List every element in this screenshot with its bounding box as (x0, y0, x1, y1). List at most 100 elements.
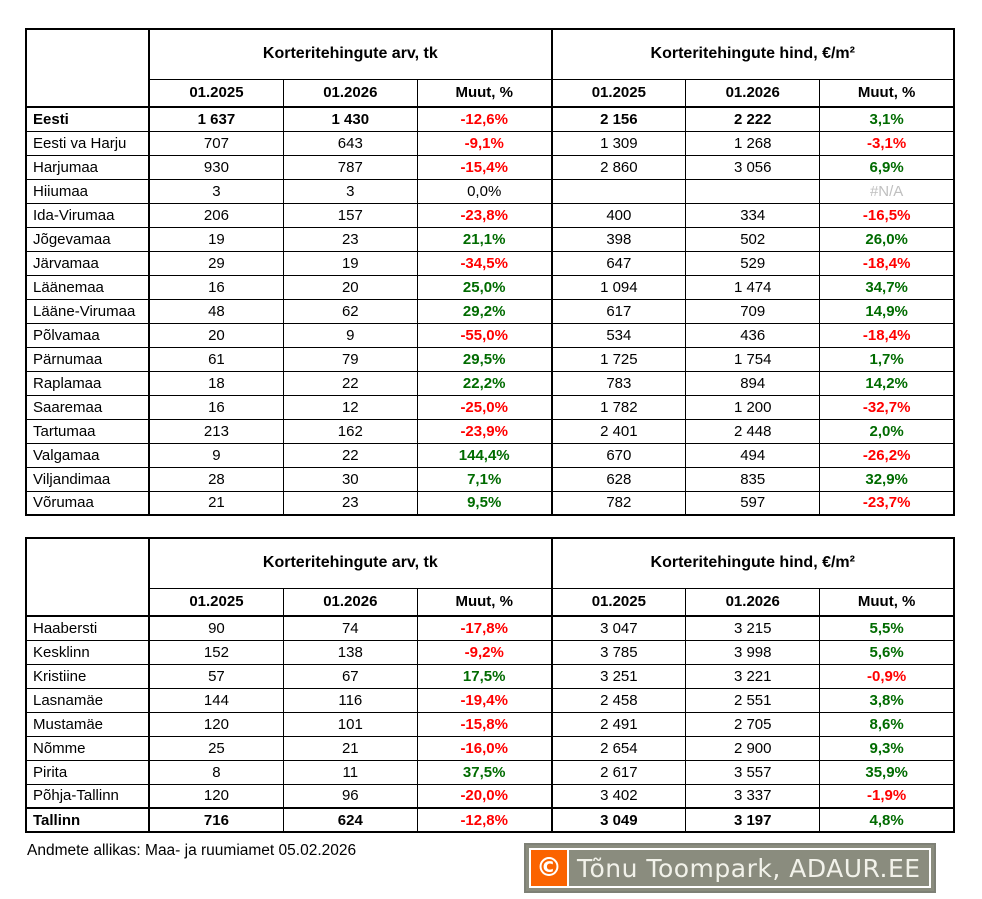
row-label: Lasnamäe (25, 687, 151, 713)
change-cell: 0,0% (416, 178, 553, 204)
change-cell: 35,9% (819, 759, 955, 785)
change-cell: 17,5% (416, 663, 553, 689)
column-header: 01.2026 (685, 78, 821, 108)
row-label: Põlvamaa (25, 322, 151, 348)
row-label: Haabersti (25, 615, 151, 641)
value-cell: 3 049 (550, 807, 687, 833)
change-cell: -23,9% (416, 418, 553, 444)
column-header: Muut, % (819, 78, 955, 108)
change-cell: 5,5% (819, 615, 955, 641)
value-cell: 3 047 (550, 615, 687, 641)
row-label: Pirita (25, 759, 151, 785)
change-cell: -25,0% (416, 394, 553, 420)
value-cell (685, 178, 821, 204)
change-cell: 3,1% (819, 106, 955, 132)
value-cell: 2 448 (685, 418, 821, 444)
value-cell: 120 (148, 711, 284, 737)
change-cell: -17,8% (416, 615, 553, 641)
value-cell: 21 (148, 490, 284, 516)
row-label: Valgamaa (25, 442, 151, 468)
value-cell: 138 (282, 639, 418, 665)
value-cell: 716 (148, 807, 284, 833)
table-row: Mustamäe 120 101 -15,8% 2 491 2 705 8,6% (25, 711, 955, 737)
value-cell: 29 (148, 250, 284, 276)
table-row: Järvamaa 29 19 -34,5% 647 529 -18,4% (25, 250, 955, 276)
value-cell: 2 705 (685, 711, 821, 737)
row-label: Tartumaa (25, 418, 151, 444)
value-cell: 3 056 (685, 154, 821, 180)
value-cell: 617 (550, 298, 687, 324)
value-cell: 436 (685, 322, 821, 348)
value-cell: 90 (148, 615, 284, 641)
table-row: Lääne-Virumaa 48 62 29,2% 617 709 14,9% (25, 298, 955, 324)
table-row: Pirita 8 11 37,5% 2 617 3 557 35,9% (25, 759, 955, 785)
value-cell: 1 309 (550, 130, 687, 156)
change-cell: -32,7% (819, 394, 955, 420)
row-label: Eesti va Harju (25, 130, 151, 156)
change-cell: -16,0% (416, 735, 553, 761)
value-cell: 1 200 (685, 394, 821, 420)
change-cell: -12,8% (416, 807, 553, 833)
value-cell: 152 (148, 639, 284, 665)
row-label: Saaremaa (25, 394, 151, 420)
value-cell: 529 (685, 250, 821, 276)
logo-text: Tõnu Toompark, ADAUR.EE (569, 848, 931, 888)
table-row: Eesti va Harju 707 643 -9,1% 1 309 1 268 -3,1% (25, 130, 955, 156)
value-cell: 144 (148, 687, 284, 713)
source-note: Andmete allikas: Maa- ja ruumiamet 05.02… (27, 842, 357, 859)
change-cell: -15,8% (416, 711, 553, 737)
change-cell: 37,5% (416, 759, 553, 785)
value-cell: 2 900 (685, 735, 821, 761)
table-row: Võrumaa 21 23 9,5% 782 597 -23,7% (25, 490, 955, 516)
value-cell: 2 491 (550, 711, 687, 737)
value-cell: 787 (282, 154, 418, 180)
value-cell: 334 (685, 202, 821, 228)
change-cell: 14,2% (819, 370, 955, 396)
value-cell: 782 (550, 490, 687, 516)
value-cell: 22 (282, 442, 418, 468)
value-cell: 2 401 (550, 418, 687, 444)
change-cell: -3,1% (819, 130, 955, 156)
value-cell: 707 (148, 130, 284, 156)
change-cell: 1,7% (819, 346, 955, 372)
value-cell: 23 (282, 226, 418, 252)
value-cell: 3 998 (685, 639, 821, 665)
change-cell: 22,2% (416, 370, 553, 396)
value-cell: 20 (282, 274, 418, 300)
table-row: Kristiine 57 67 17,5% 3 251 3 221 -0,9% (25, 663, 955, 689)
value-cell: 1 094 (550, 274, 687, 300)
value-cell: 3 (282, 178, 418, 204)
change-cell: #N/A (819, 178, 955, 204)
value-cell: 1 474 (685, 274, 821, 300)
row-label: Nõmme (25, 735, 151, 761)
change-cell: -34,5% (416, 250, 553, 276)
column-header: 01.2025 (148, 587, 284, 617)
value-cell: 835 (685, 466, 821, 492)
value-cell: 116 (282, 687, 418, 713)
change-cell: 26,0% (819, 226, 955, 252)
change-cell: -1,9% (819, 783, 955, 809)
column-header: 01.2025 (550, 587, 687, 617)
value-cell: 534 (550, 322, 687, 348)
value-cell: 894 (685, 370, 821, 396)
value-cell: 597 (685, 490, 821, 516)
table-row: Kesklinn 152 138 -9,2% 3 785 3 998 5,6% (25, 639, 955, 665)
value-cell: 398 (550, 226, 687, 252)
change-cell: -12,6% (416, 106, 553, 132)
value-cell: 206 (148, 202, 284, 228)
value-cell: 74 (282, 615, 418, 641)
value-cell: 628 (550, 466, 687, 492)
value-cell: 120 (148, 783, 284, 809)
value-cell (550, 178, 687, 204)
change-cell: -55,0% (416, 322, 553, 348)
change-cell: 5,6% (819, 639, 955, 665)
row-label: Läänemaa (25, 274, 151, 300)
value-cell: 2 654 (550, 735, 687, 761)
column-group-header: Korteritehingute hind, €/m² (550, 537, 955, 589)
table-row: Hiiumaa 3 3 0,0% #N/A (25, 178, 955, 204)
row-label: Järvamaa (25, 250, 151, 276)
table-row: Põhja-Tallinn 120 96 -20,0% 3 402 3 337 -1,9% (25, 783, 955, 809)
table-row: Jõgevamaa 19 23 21,1% 398 502 26,0% (25, 226, 955, 252)
value-cell: 16 (148, 394, 284, 420)
value-cell: 2 458 (550, 687, 687, 713)
